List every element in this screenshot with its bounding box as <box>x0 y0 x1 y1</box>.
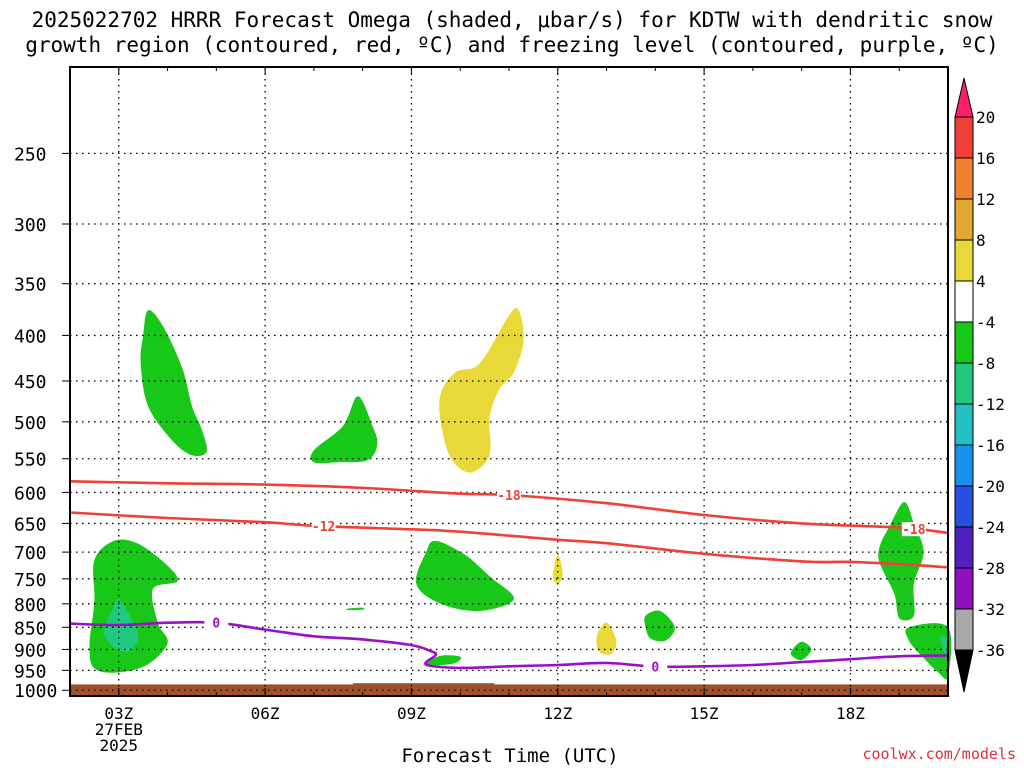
colorbar-box-13 <box>954 608 974 651</box>
contour-label-bg--12-0 <box>311 519 336 534</box>
y-tick-label-650: 650 <box>14 514 47 535</box>
colorbar-box-9 <box>954 444 974 487</box>
colorbar-box-5 <box>954 280 974 323</box>
y-tick-label-300: 300 <box>14 215 47 236</box>
colorbar-label-11: -28 <box>976 559 1005 578</box>
x-tick-label-6-0: 06Z <box>251 704 280 723</box>
colorbar-label-13: -36 <box>976 641 1005 660</box>
y-tick-label-350: 350 <box>14 275 47 296</box>
colorbar-label-1: 16 <box>976 149 995 168</box>
y-tick-label-850: 850 <box>14 618 47 639</box>
omega-region-10 <box>790 641 812 661</box>
contour-label-0-1: 0 <box>651 661 659 676</box>
y-tick-label-1000: 1000 <box>14 681 57 702</box>
omega-region-8 <box>426 655 462 666</box>
colorbar-label-2: 12 <box>976 190 995 209</box>
omega-region-13 <box>878 501 924 621</box>
omega-region-9 <box>644 610 675 642</box>
contour-label-0-0: 0 <box>212 617 220 632</box>
contour-line-0 <box>69 620 949 670</box>
colorbar-box-8 <box>954 403 974 446</box>
y-tick-label-600: 600 <box>14 483 47 504</box>
x-tick-label-18-0: 18Z <box>836 704 865 723</box>
terrain-bump <box>352 683 495 686</box>
colorbar-label-3: 8 <box>976 231 986 250</box>
omega-region-7 <box>346 607 365 611</box>
site-credit-link[interactable]: coolwx.com/models <box>862 745 1016 763</box>
omega-shaded-regions <box>89 307 952 680</box>
y-tick-label-700: 700 <box>14 543 47 564</box>
colorbar-label-4: 4 <box>976 272 986 291</box>
contour-label-bg-0-0 <box>204 615 229 630</box>
colorbar-label-10: -24 <box>976 518 1005 537</box>
x-tick-label-12-0: 12Z <box>543 704 572 723</box>
contour-line--12 <box>69 511 949 569</box>
y-tick-label-450: 450 <box>14 372 47 393</box>
colorbar-box-6 <box>954 321 974 364</box>
y-tick-label-950: 950 <box>14 661 47 682</box>
colorbar-box-12 <box>954 567 974 610</box>
colorbar-label-7: -12 <box>976 395 1005 414</box>
colorbar-box-11 <box>954 526 974 569</box>
x-tick-label-3-1: 27FEB <box>95 720 143 739</box>
contour-lines: -18 -18 -12 0 0 <box>69 480 949 676</box>
contour-label--12-0: -12 <box>312 520 335 535</box>
colorbar-box-2 <box>954 157 974 200</box>
colorbar-label-6: -8 <box>976 354 995 373</box>
chart-title-line-1: 2025022702 HRRR Forecast Omega (shaded, … <box>31 8 993 32</box>
x-tick-label-3-0: 03Z <box>104 704 133 723</box>
omega-region-3 <box>439 307 524 473</box>
colorbar-label-8: -16 <box>976 436 1005 455</box>
omega-region-6 <box>415 540 515 612</box>
y-tick-label-250: 250 <box>14 144 47 165</box>
colorbar-box-4 <box>954 239 974 282</box>
y-tick-label-800: 800 <box>14 595 47 616</box>
y-tick-label-900: 900 <box>14 640 47 661</box>
omega-colorbar: 20 16 12 8 4 -4 -8 -12 -16 -20 -24 -28 -32 -36 <box>954 77 1005 693</box>
x-axis-title: Forecast Time (UTC) <box>401 745 619 767</box>
y-tick-label-400: 400 <box>14 326 47 347</box>
y-tick-label-500: 500 <box>14 413 47 434</box>
contour-label--18-0: -18 <box>497 489 521 504</box>
colorbar-box-10 <box>954 485 974 528</box>
contour-label-bg--18-1 <box>901 522 926 537</box>
colorbar-label-9: -20 <box>976 477 1005 496</box>
colorbar-label-5: -4 <box>976 313 995 332</box>
contour-label-bg-0-1 <box>643 659 668 674</box>
colorbar-box-3 <box>954 198 974 241</box>
contour-label-bg--18-0 <box>497 487 521 502</box>
colorbar-box-1 <box>954 116 974 159</box>
y-tick-label-550: 550 <box>14 450 47 471</box>
omega-region-11 <box>552 554 563 585</box>
colorbar-top-arrow <box>954 77 974 118</box>
x-tick-label-3-2: 2025 <box>100 736 139 755</box>
x-tick-label-15-0: 15Z <box>690 704 719 723</box>
omega-region-2 <box>310 396 378 464</box>
omega-region-12 <box>596 622 617 655</box>
omega-region-1 <box>140 310 207 457</box>
omega-region-14 <box>905 623 952 680</box>
contour-label--18-1: -18 <box>902 523 926 538</box>
y-tick-label-750: 750 <box>14 570 47 591</box>
colorbar-label-0: 20 <box>976 108 995 127</box>
chart-title-line-2: growth region (contoured, red, ºC) and f… <box>25 33 999 57</box>
omega-region-4 <box>89 539 178 673</box>
y-axis: 2503003504004505005506006507007508008509… <box>14 144 70 702</box>
colorbar-bottom-arrow <box>954 649 974 693</box>
colorbar-box-7 <box>954 362 974 405</box>
colorbar-label-12: -32 <box>976 600 1005 619</box>
x-tick-label-9-0: 09Z <box>397 704 426 723</box>
